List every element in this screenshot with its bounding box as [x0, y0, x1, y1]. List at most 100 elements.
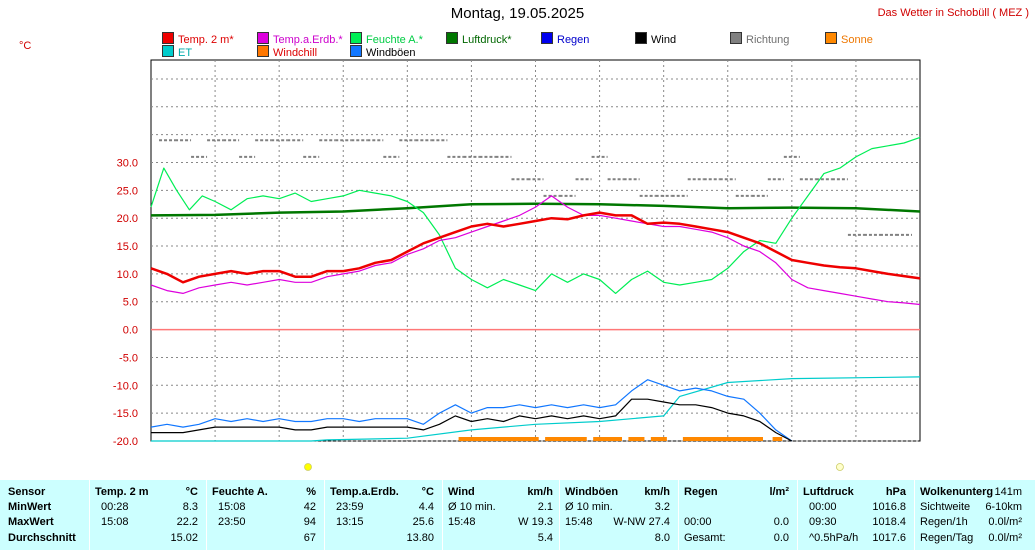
table-value: W-NW 27.4: [613, 516, 670, 528]
table-value: 25.6: [412, 516, 434, 528]
series-line-et: [151, 376, 921, 442]
legend-label: Luftdruck*: [462, 34, 512, 46]
table-column-divider: [442, 480, 443, 550]
table-time: Gesamt:: [684, 532, 726, 544]
table-value: 0.0: [773, 516, 789, 528]
table-header: Temp.a.Erdb.: [330, 486, 399, 498]
table-time: ^0.5hPa/h: [809, 532, 859, 544]
table-time: 00:00: [684, 516, 712, 528]
legend-item-et: ET: [162, 45, 193, 59]
table-time: Regen/Tag: [920, 532, 974, 544]
table-unit: km/h: [644, 486, 670, 498]
y-tick-label: 25.0: [117, 185, 138, 197]
table-time: 23:50: [218, 516, 246, 528]
table-value: 15.02: [170, 532, 198, 544]
table-time: Ø 10 min.: [448, 501, 496, 513]
sonne-bar: [628, 437, 645, 441]
sonne-bar: [682, 437, 763, 441]
table-value: 42: [303, 501, 316, 513]
table-time: 00:00: [809, 501, 837, 513]
series-line-feuchte-a: [150, 136, 921, 294]
table-value: 1018.4: [872, 516, 906, 528]
legend-label: Feuchte A.*: [366, 34, 423, 46]
statistics-table: Sensor MinWert MaxWert Durchschnitt Temp. 2 …: [0, 480, 1035, 550]
legend-label: Richtung: [746, 34, 790, 46]
legend-swatch: [350, 45, 362, 57]
series-line-wind: [151, 398, 793, 442]
table-unit: °C: [421, 486, 434, 498]
table-unit: °C: [185, 486, 198, 498]
table-header: Wolkenunterg: [920, 486, 994, 498]
y-tick-label: -10.0: [113, 380, 138, 392]
legend-label: Windböen: [366, 47, 416, 59]
table-value: 22.2: [176, 516, 198, 528]
legend-swatch: [635, 32, 647, 44]
sunrise-marker: [304, 463, 312, 471]
y-tick-label: -15.0: [113, 408, 138, 420]
chart-title: Montag, 19.05.2025: [450, 5, 585, 22]
legend-swatch: [162, 32, 174, 44]
legend-label: ET: [178, 47, 193, 59]
legend-item-richtung: Richtung: [730, 32, 790, 46]
table-value: 5.4: [537, 532, 553, 544]
legend-swatch: [825, 32, 837, 44]
legend-label: Wind: [651, 34, 677, 46]
table-row-label: MaxWert: [8, 516, 54, 528]
sunset-marker: [835, 463, 844, 471]
legend-item-windb-en: Windböen: [350, 45, 416, 59]
table-value: 0.0: [773, 532, 789, 544]
table-value: 4.4: [418, 501, 434, 513]
sonne-bar: [772, 437, 783, 441]
table-time: 23:59: [336, 501, 364, 513]
table-header: Luftdruck: [803, 486, 854, 498]
legend-item-luftdruck: Luftdruck*: [446, 32, 512, 46]
table-unit: km/h: [527, 486, 553, 498]
table-row-label: Durchschnitt: [8, 532, 76, 544]
sonne-bar: [593, 437, 623, 441]
legend-swatch: [730, 32, 742, 44]
table-time: Ø 10 min.: [565, 501, 613, 513]
table-unit: %: [306, 486, 316, 498]
table-time: 09:30: [809, 516, 837, 528]
legend-label: Temp. 2 m*: [178, 34, 234, 46]
table-column-divider: [89, 480, 90, 550]
table-time: 15:08: [218, 501, 246, 513]
table-header: Temp. 2 m: [95, 486, 149, 498]
table-time: 00:28: [101, 501, 129, 513]
legend-label: Sonne: [841, 34, 873, 46]
table-value: 8.0: [654, 532, 670, 544]
legend-item-regen: Regen: [541, 32, 589, 46]
legend-swatch: [257, 32, 269, 44]
y-tick-label: -5.0: [119, 352, 138, 364]
legend-item-windchill: Windchill: [257, 45, 317, 59]
table-unit: 141m: [994, 486, 1022, 498]
table-time: 15:48: [565, 516, 593, 528]
legend-item-wind: Wind: [635, 32, 677, 46]
y-tick-label: -20.0: [113, 436, 138, 448]
y-tick-label: 10.0: [117, 269, 138, 281]
table-column-divider: [559, 480, 560, 550]
legend-swatch: [162, 45, 174, 57]
sonne-bar: [650, 437, 667, 441]
legend-swatch: [257, 45, 269, 57]
y-tick-label: 15.0: [117, 241, 138, 253]
sonne-bar: [458, 437, 539, 441]
y-tick-label: 5.0: [123, 297, 138, 309]
y-tick-label: 30.0: [117, 157, 138, 169]
legend-item-sonne: Sonne: [825, 32, 873, 46]
table-value: 1017.6: [872, 532, 906, 544]
legend-item-temp-a-erdb: Temp.a.Erdb.*: [257, 32, 343, 46]
table-value: 67: [303, 532, 316, 544]
table-unit: l/m²: [769, 486, 789, 498]
table-time: Sichtweite: [920, 501, 971, 513]
legend-label: Temp.a.Erdb.*: [273, 34, 343, 46]
table-header: Feuchte A.: [212, 486, 268, 498]
table-time: 15:08: [101, 516, 129, 528]
chart-plot: 30.0 25.0 20.0 15.0 10.0 5.0 0.0 -5.0 -10.0 -15.0…: [113, 59, 921, 471]
table-value: 94: [303, 516, 316, 528]
series-line-luftdruck: [150, 202, 921, 217]
table-value: 2.1: [537, 501, 553, 513]
legend-item-feuchte-a: Feuchte A.*: [350, 32, 423, 46]
series-line-windb-en: [150, 379, 793, 442]
table-value: 6-10km: [985, 501, 1022, 513]
